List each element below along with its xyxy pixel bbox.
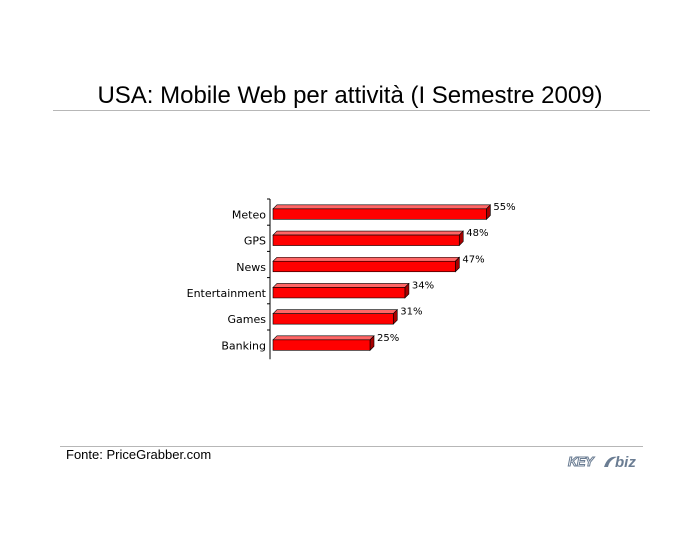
slide-title: USA: Mobile Web per attività (I Semestre… [97,82,603,109]
value-label: 34% [412,280,434,291]
value-label: 25% [377,333,399,344]
category-label: Games [228,313,267,326]
category-label: Meteo [232,208,266,221]
bar [272,260,456,273]
logo-swoosh-icon [604,456,617,467]
bar [272,287,406,299]
bar [272,234,460,246]
bar-top-face [272,283,410,288]
bar-top-face [272,309,399,314]
value-label: 55% [493,202,515,213]
key4biz-logo: KEY biz [566,452,642,474]
bar-top-face [272,204,492,210]
value-label: 31% [400,307,422,318]
logo-biz-text: biz [615,454,636,471]
bar [272,339,371,351]
bar-top-face [272,335,375,341]
bar-top-face [272,230,464,236]
category-label: GPS [244,235,266,248]
footer-divider [60,446,643,447]
category-label: Banking [221,339,266,352]
logo-key-text: KEY [567,454,594,470]
bar-top-face [272,256,461,262]
value-label: 47% [462,254,484,265]
bar [272,208,487,220]
category-label: News [236,261,266,274]
category-label: Entertainment [187,287,267,300]
value-label: 48% [466,228,488,239]
bar [272,313,394,325]
title-divider [53,110,650,111]
source-note: Fonte: PriceGrabber.com [66,447,212,462]
